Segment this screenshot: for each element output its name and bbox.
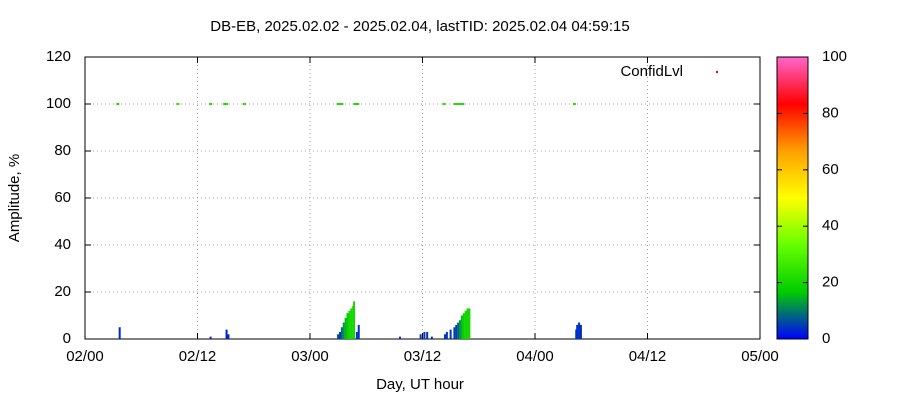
impulse-bar bbox=[399, 336, 401, 339]
y-tick-label: 80 bbox=[54, 142, 71, 159]
plot-frame bbox=[84, 56, 761, 340]
impulse-bar bbox=[337, 334, 340, 339]
impulse-bar bbox=[426, 331, 429, 339]
impulse-bar bbox=[445, 331, 448, 339]
impulse-bar bbox=[209, 336, 212, 339]
impulse-bar bbox=[344, 317, 347, 339]
impulse-bar bbox=[468, 308, 471, 339]
impulse-bar bbox=[430, 336, 433, 339]
colorbar bbox=[776, 56, 809, 340]
colorbar-tick-label: 100 bbox=[822, 48, 847, 65]
y-tick-label: 120 bbox=[46, 48, 71, 65]
colorbar-tick-label: 40 bbox=[822, 217, 839, 234]
x-axis-label: Day, UT hour bbox=[376, 376, 464, 393]
impulse-bar bbox=[423, 331, 426, 339]
impulse-bar bbox=[578, 322, 581, 339]
chart-title: DB-EB, 2025.02.02 - 2025.02.04, lastTID:… bbox=[210, 18, 629, 35]
y-tick-label: 100 bbox=[46, 95, 71, 112]
y-tick-label: 60 bbox=[54, 189, 71, 206]
point bbox=[442, 103, 446, 105]
impulse-bar bbox=[342, 322, 345, 339]
point bbox=[225, 103, 229, 105]
impulse-bar bbox=[455, 324, 458, 339]
impulse-bar bbox=[339, 331, 341, 339]
point bbox=[453, 103, 457, 105]
point bbox=[242, 103, 246, 105]
impulse-bar bbox=[118, 327, 121, 339]
point bbox=[458, 103, 462, 105]
point bbox=[456, 103, 460, 105]
point bbox=[336, 103, 340, 105]
y-tick-label: 40 bbox=[54, 236, 71, 253]
point bbox=[356, 103, 360, 105]
impulse-bar bbox=[457, 322, 460, 339]
impulse-bar bbox=[462, 313, 465, 339]
impulse-bar bbox=[579, 324, 582, 339]
impulse-bar bbox=[419, 334, 422, 339]
impulse-bar bbox=[464, 310, 467, 339]
impulse-bar bbox=[453, 327, 456, 339]
colorbar-tick-label: 80 bbox=[822, 104, 839, 121]
colorbar-tick-label: 20 bbox=[822, 274, 839, 291]
x-tick-label: 05/00 bbox=[741, 348, 779, 365]
impulse-bar bbox=[353, 301, 356, 339]
point bbox=[338, 103, 342, 105]
colorbar-tick-label: 0 bbox=[822, 330, 830, 347]
impulse-bar bbox=[576, 324, 579, 339]
impulse-bar bbox=[227, 334, 230, 339]
impulse-bar bbox=[460, 315, 463, 339]
y-tick-label: 0 bbox=[63, 330, 71, 347]
y-tick-label: 20 bbox=[54, 283, 71, 300]
point bbox=[223, 103, 227, 105]
impulse-bar bbox=[225, 329, 228, 339]
impulse-bar bbox=[346, 313, 349, 339]
point bbox=[353, 103, 357, 105]
impulse-bar bbox=[357, 324, 360, 339]
legend-label: ConfidLvl bbox=[620, 63, 683, 80]
x-tick-label: 02/12 bbox=[179, 348, 217, 365]
point bbox=[209, 103, 213, 105]
point bbox=[572, 103, 576, 105]
x-tick-label: 03/12 bbox=[404, 348, 442, 365]
point bbox=[461, 103, 465, 105]
y-axis-label: Amplitude, % bbox=[6, 154, 23, 242]
legend-marker bbox=[716, 71, 718, 73]
point bbox=[116, 103, 120, 105]
x-tick-label: 04/12 bbox=[629, 348, 667, 365]
impulse-bar bbox=[348, 310, 351, 339]
impulse-bar bbox=[340, 327, 343, 339]
impulse-bar bbox=[449, 329, 452, 339]
point bbox=[176, 103, 180, 105]
x-tick-label: 02/00 bbox=[66, 348, 104, 365]
x-tick-label: 04/00 bbox=[516, 348, 554, 365]
point bbox=[340, 103, 344, 105]
x-tick-label: 03/00 bbox=[291, 348, 329, 365]
impulse-bar bbox=[459, 320, 461, 339]
impulse-bar bbox=[355, 331, 358, 339]
colorbar-tick-label: 60 bbox=[822, 161, 839, 178]
impulse-bar bbox=[466, 308, 469, 339]
impulse-bar bbox=[350, 308, 353, 339]
impulse-bar bbox=[444, 334, 446, 339]
